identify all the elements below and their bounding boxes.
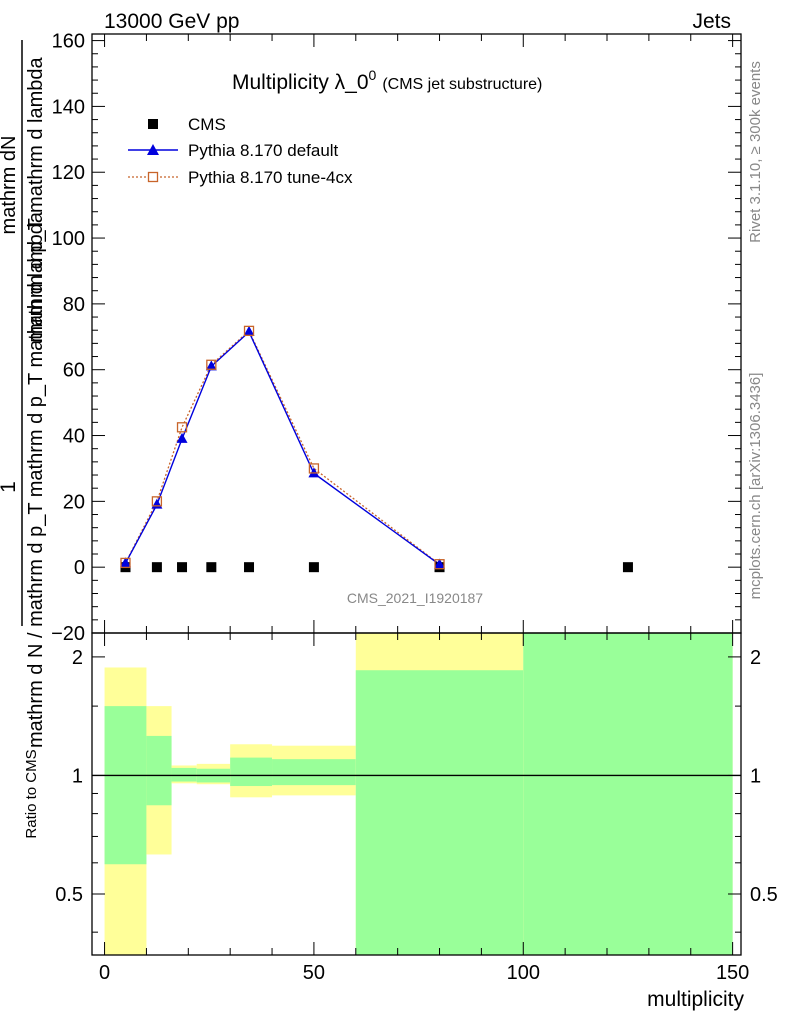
tune-data-point — [308, 463, 320, 474]
ratio-xtick-label: 100 — [507, 962, 540, 984]
default-data-point — [176, 432, 188, 443]
ylabel-dN: mathrm dN — [0, 136, 20, 235]
ratio-xtick-label: 150 — [716, 962, 749, 984]
main-ytick-label: 100 — [52, 228, 85, 250]
cms-data-point — [244, 562, 255, 573]
main-ytick-label: 20 — [63, 491, 85, 513]
default-data-point — [205, 360, 217, 371]
default-series-line — [124, 330, 440, 566]
chart-title-main: Multiplicity λ_0 — [232, 71, 369, 94]
ratio-band-inner — [523, 633, 733, 955]
cms-data-point — [308, 562, 319, 573]
legend-cms-label: CMS — [188, 115, 226, 134]
default-data-point — [119, 557, 131, 568]
ratio-plot-frame — [91, 632, 742, 956]
legend-tune-label: Pythia 8.170 tune-4cx — [188, 168, 353, 187]
tune-data-point — [243, 325, 255, 337]
main-ytick-label: 60 — [63, 360, 85, 382]
legend-cms-marker — [148, 119, 158, 129]
xlabel: multiplicity — [647, 988, 744, 1011]
ratio-ytick-label-right: 2 — [750, 647, 761, 669]
ylabel-den: mathrm d N / mathrm d p_T mathrm d p_T m… — [25, 211, 47, 748]
main-axes: −20 0 20 40 60 80 100 120 140 160 — [51, 31, 742, 645]
ratio-axes: 0.5 0.5 1 1 2 2 0 50 100 150 — [55, 632, 778, 984]
legend: CMS Pythia 8.170 default Pythia 8.170 tu… — [128, 115, 353, 187]
cms-data-point — [151, 562, 162, 573]
chart-title: Multiplicity λ_00 (CMS jet substructure) — [232, 67, 542, 94]
watermark: CMS_2021_I1920187 — [347, 590, 483, 606]
header-left-label: 13000 GeV pp — [104, 10, 239, 33]
ratio-band-inner — [146, 735, 172, 806]
ratio-band-inner — [355, 670, 524, 955]
cms-data-point — [177, 562, 188, 573]
default-data-point — [243, 325, 255, 336]
default-data-point — [434, 558, 446, 569]
ratio-ytick-label: 2 — [72, 647, 83, 669]
legend-default-marker — [147, 144, 159, 155]
ratio-xtick-label: 0 — [99, 962, 110, 984]
ratio-band-inner — [104, 706, 147, 865]
ratio-band-inner — [230, 757, 273, 787]
tune-data-point — [120, 557, 131, 569]
rivet-label: Rivet 3.1.10, ≥ 300k events — [747, 61, 764, 243]
main-ylabel: 1 mathrm dN mathrm d p_T mathrm d lambda… — [0, 40, 47, 748]
ratio-ytick-label: 0.5 — [55, 884, 83, 906]
series-layer — [119, 325, 633, 573]
main-ytick-label: 140 — [52, 96, 85, 118]
ratio-band-inner — [171, 767, 197, 782]
main-ytick-label: 0 — [74, 557, 85, 579]
main-ytick-label: 160 — [52, 31, 85, 53]
tune-data-point — [206, 359, 217, 370]
legend-tune-marker — [147, 171, 159, 183]
cms-data-point — [206, 562, 217, 573]
ylabel-one: 1 — [0, 481, 20, 493]
tune-data-point — [176, 422, 188, 433]
ratio-ytick-label: 1 — [72, 765, 83, 787]
chart-title-sup: 0 — [369, 67, 377, 83]
header-right-label: Jets — [692, 10, 731, 33]
main-ytick-label: 40 — [63, 426, 85, 448]
ratio-ytick-label-right: 1 — [750, 765, 761, 787]
main-ytick-label: 120 — [52, 162, 85, 184]
cms-data-point — [622, 562, 633, 573]
mcplots-label: mcplots.cern.ch [arXiv:1306.3436] — [747, 373, 764, 600]
main-ytick-label: 80 — [63, 294, 85, 316]
ratio-bands — [92, 633, 741, 955]
chart-title-suffix: (CMS jet substructure) — [382, 76, 542, 93]
main-ytick-label: −20 — [51, 623, 85, 645]
ratio-band-inner — [272, 759, 356, 786]
ratio-ytick-label-right: 0.5 — [750, 884, 778, 906]
legend-default-label: Pythia 8.170 default — [188, 141, 339, 160]
tune-data-point — [434, 559, 445, 570]
ratio-ylabel: Ratio to CMS — [23, 749, 40, 838]
tune-series-line — [124, 329, 440, 565]
ratio-xtick-label: 50 — [303, 962, 325, 984]
ylabel-num2: mathrm d p_T mathrm d lambda — [25, 56, 47, 342]
tune-data-point — [151, 496, 163, 507]
